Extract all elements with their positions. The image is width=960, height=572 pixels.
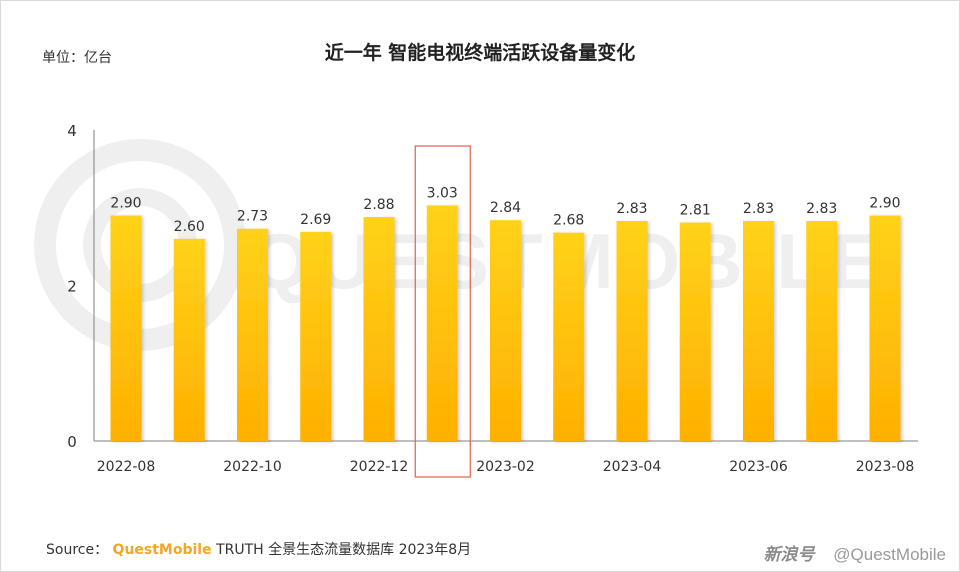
x-tick-label: 2023-08 [856, 459, 915, 475]
x-tick-label: 2022-12 [350, 459, 409, 475]
data-label: 2.88 [363, 197, 394, 213]
data-label: 2.83 [806, 201, 837, 217]
bar [806, 220, 838, 441]
y-tick-label: 2 [67, 278, 77, 296]
chart-title: 近一年 智能电视终端活跃设备量变化 [324, 42, 636, 64]
data-label: 2.84 [490, 200, 521, 216]
highlight-box [414, 145, 471, 478]
data-label: 2.83 [743, 201, 774, 217]
data-label: 2.83 [616, 201, 647, 217]
bar [616, 220, 648, 441]
data-label: 2.68 [553, 213, 584, 229]
credit: 新浪号 @QuestMobile [764, 540, 946, 565]
bar [553, 232, 585, 441]
data-label: 3.03 [427, 185, 458, 201]
data-label: 2.90 [869, 196, 900, 212]
bar [679, 222, 711, 441]
unit-label: 单位：亿台 [42, 50, 112, 66]
bar [173, 238, 205, 441]
bar [110, 215, 142, 441]
source-brand: QuestMobile [112, 542, 212, 558]
bar [237, 228, 268, 441]
data-label: 2.60 [174, 219, 205, 235]
data-label: 2.73 [237, 209, 268, 225]
source-text: TRUTH 全景生态流量数据库 2023年8月 [216, 542, 472, 558]
bar [869, 215, 901, 441]
x-tick-label: 2022-10 [223, 459, 282, 475]
x-tick-label: 2023-06 [729, 459, 788, 475]
bar [300, 231, 332, 441]
y-tick-label: 0 [67, 433, 77, 451]
bar [743, 220, 774, 441]
x-tick-label: 2023-02 [476, 459, 535, 475]
x-tick-label: 2022-08 [97, 459, 156, 475]
x-tick-label: 2023-04 [603, 459, 662, 475]
y-tick-label: 4 [67, 122, 77, 140]
bar [363, 217, 395, 441]
data-label: 2.81 [680, 203, 711, 219]
source-label: Source： [46, 542, 109, 558]
bar [426, 205, 458, 441]
bar [490, 220, 521, 441]
data-label: 2.69 [300, 212, 331, 228]
credit-handle: @QuestMobile [833, 545, 946, 564]
data-label: 2.90 [110, 196, 141, 212]
credit-mark: 新浪号 [763, 545, 815, 564]
source-note: Source： QuestMobile TRUTH 全景生态流量数据库 2023… [46, 539, 471, 559]
